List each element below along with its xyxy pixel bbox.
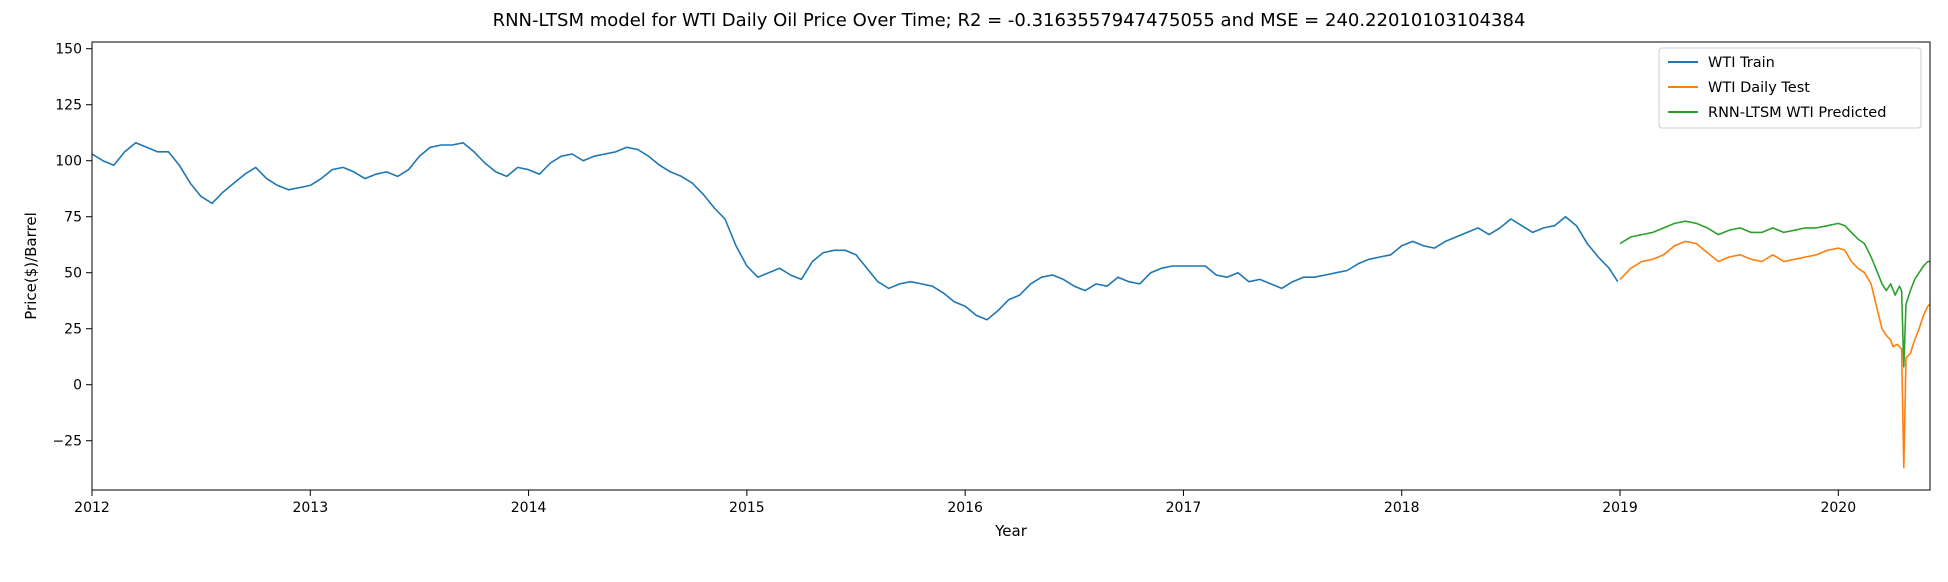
chart-title: RNN-LTSM model for WTI Daily Oil Price O… [493, 10, 1526, 31]
y-tick-label: 75 [64, 210, 82, 226]
y-tick-label: 150 [55, 42, 82, 58]
y-tick-label: 125 [55, 98, 82, 114]
y-axis-label: Price($)/Barrel [22, 212, 40, 320]
plot-frame [91, 41, 1931, 491]
legend-label: WTI Daily Test [1708, 80, 1810, 96]
x-tick-label: 2020 [1820, 500, 1856, 516]
y-axis-ticks: −25 0 25 50 75 100 125 150 [52, 42, 92, 450]
x-tick-label: 2014 [511, 500, 547, 516]
legend-box [1658, 47, 1922, 129]
x-tick-label: 2012 [74, 500, 110, 516]
series-line-rnn-ltsm-wti-predicted [1619, 220, 1930, 368]
x-tick-label: 2016 [947, 500, 983, 516]
lines-layer [91, 142, 1931, 469]
y-tick-label: 100 [55, 154, 82, 170]
y-tick-label: 0 [73, 378, 82, 394]
x-axis-ticks: 2012 2013 2014 2015 2016 2017 2018 2019 2020 [74, 490, 1856, 516]
y-tick-label: 50 [64, 266, 82, 282]
series-line-wti-daily-test [1619, 240, 1931, 469]
plot-area [91, 41, 1931, 491]
x-axis-label: Year [994, 522, 1028, 540]
x-tick-label: 2018 [1384, 500, 1420, 516]
legend: WTI Train WTI Daily Test RNN-LTSM WTI Pred… [1658, 47, 1922, 129]
legend-label: RNN-LTSM WTI Predicted [1708, 105, 1886, 121]
series-line-wti-train [91, 142, 1619, 321]
x-tick-label: 2013 [292, 500, 328, 516]
x-tick-label: 2015 [729, 500, 765, 516]
x-tick-label: 2017 [1166, 500, 1202, 516]
legend-label: WTI Train [1708, 55, 1775, 71]
x-tick-label: 2019 [1602, 500, 1638, 516]
y-tick-label: −25 [52, 434, 82, 450]
y-tick-label: 25 [64, 322, 82, 338]
